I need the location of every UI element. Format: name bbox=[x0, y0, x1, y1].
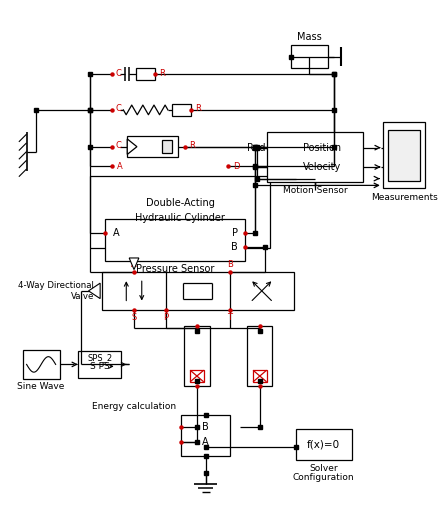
Text: C: C bbox=[115, 104, 122, 114]
Bar bbox=[190, 370, 204, 382]
Bar bbox=[182, 415, 230, 456]
Text: Position: Position bbox=[303, 143, 341, 153]
Text: P: P bbox=[163, 314, 169, 322]
Text: S PS: S PS bbox=[90, 362, 109, 371]
Bar bbox=[184, 326, 210, 386]
Text: Rod: Rod bbox=[247, 143, 266, 153]
Text: T: T bbox=[227, 314, 232, 322]
Text: R: R bbox=[159, 69, 165, 78]
Text: Mass: Mass bbox=[297, 32, 321, 42]
Text: S: S bbox=[131, 314, 137, 322]
Text: B: B bbox=[231, 242, 238, 252]
Bar bbox=[136, 68, 155, 80]
Text: Pressure Sensor: Pressure Sensor bbox=[136, 264, 214, 273]
Polygon shape bbox=[127, 139, 137, 154]
Bar bbox=[91, 176, 270, 248]
Bar bbox=[172, 104, 191, 116]
Text: C: C bbox=[115, 69, 122, 78]
Bar bbox=[162, 140, 172, 154]
Text: A: A bbox=[202, 437, 209, 447]
Bar bbox=[383, 122, 425, 188]
Text: A: A bbox=[113, 228, 119, 238]
Text: Sine Wave: Sine Wave bbox=[17, 382, 65, 391]
Text: A: A bbox=[131, 260, 137, 269]
Polygon shape bbox=[88, 283, 100, 299]
Text: Measurements: Measurements bbox=[371, 193, 437, 201]
Text: Motion Sensor: Motion Sensor bbox=[283, 186, 347, 195]
Bar bbox=[247, 326, 273, 386]
Text: R: R bbox=[189, 141, 195, 150]
Bar bbox=[253, 370, 266, 382]
Text: 4-Way Directional: 4-Way Directional bbox=[19, 281, 94, 289]
Bar bbox=[105, 219, 246, 261]
Bar bbox=[291, 45, 328, 68]
Text: D: D bbox=[233, 161, 239, 171]
Bar bbox=[266, 132, 363, 182]
Text: Configuration: Configuration bbox=[293, 473, 354, 482]
Bar bbox=[127, 136, 178, 157]
Text: C: C bbox=[115, 141, 122, 150]
Text: P: P bbox=[232, 228, 238, 238]
Text: Hydraulic Cylinder: Hydraulic Cylinder bbox=[135, 213, 225, 223]
Bar bbox=[388, 130, 420, 180]
Text: f(x)=0: f(x)=0 bbox=[307, 440, 340, 450]
Text: Solver: Solver bbox=[309, 465, 338, 473]
Bar bbox=[296, 429, 352, 460]
Text: R: R bbox=[195, 104, 201, 114]
Bar bbox=[102, 271, 293, 310]
Text: Valve: Valve bbox=[71, 292, 94, 301]
Text: Energy calculation: Energy calculation bbox=[92, 402, 177, 412]
Bar bbox=[23, 350, 59, 379]
Text: B: B bbox=[202, 423, 209, 432]
Polygon shape bbox=[129, 258, 139, 269]
Text: Velocity: Velocity bbox=[303, 162, 341, 172]
Text: A: A bbox=[117, 161, 123, 171]
Text: B: B bbox=[227, 260, 233, 269]
Text: SPS_2: SPS_2 bbox=[87, 353, 112, 362]
Text: Double-Acting: Double-Acting bbox=[146, 198, 214, 208]
Bar bbox=[78, 351, 122, 378]
